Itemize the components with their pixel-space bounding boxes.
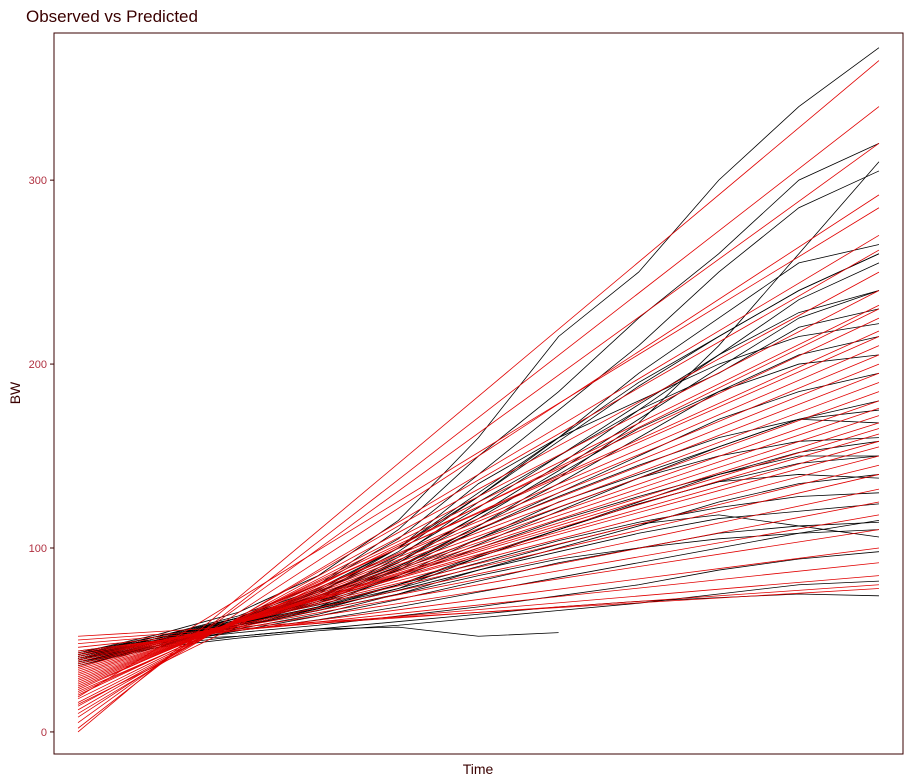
y-tick-label: 200 (29, 359, 47, 371)
y-axis-ticks: 0 100 200 300 (29, 175, 54, 739)
observed-line-12 (77, 520, 880, 661)
predicted-line-39 (77, 336, 880, 690)
chart-title: Observed vs Predicted (26, 7, 198, 26)
predicted-line-3 (77, 143, 880, 724)
y-tick-label: 0 (41, 727, 47, 739)
predicted-line-33 (77, 547, 880, 652)
predicted-line-38 (77, 308, 880, 705)
x-axis-label: Time (463, 761, 494, 777)
predicted-line-2 (77, 106, 880, 729)
observed-line-29 (77, 400, 880, 659)
observed-line-34 (77, 437, 879, 656)
predicted-line-40 (77, 207, 880, 698)
predicted-lines (77, 60, 880, 733)
predicted-line-29 (77, 488, 880, 659)
predicted-line-31 (77, 514, 880, 656)
predicted-line-37 (78, 588, 879, 637)
observed-line-15 (77, 580, 879, 663)
observed-line-30 (77, 521, 879, 663)
y-axis-label: BW (7, 381, 23, 404)
y-tick-label: 100 (29, 543, 47, 555)
predicted-line-28 (77, 474, 880, 661)
y-tick-label: 300 (29, 175, 47, 187)
predicted-line-1 (77, 60, 880, 733)
predicted-line-35 (77, 575, 880, 645)
predicted-line-34 (77, 562, 880, 648)
plot-panel (53, 32, 904, 755)
